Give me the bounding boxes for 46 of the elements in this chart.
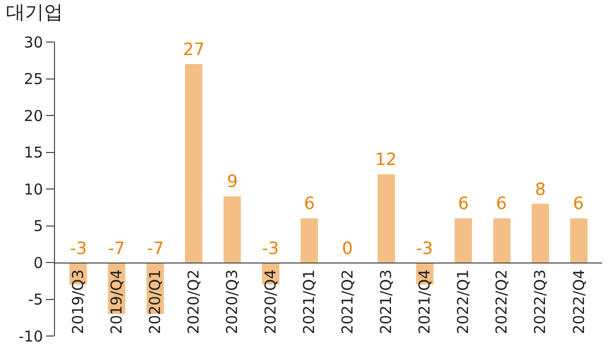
data-label: 6	[304, 194, 315, 214]
y-tick-label: 0	[33, 254, 43, 272]
chart-title: 대기업	[6, 2, 64, 24]
data-label: 6	[458, 194, 469, 214]
bar	[493, 218, 511, 262]
x-tick-label: 2020/Q3	[223, 270, 242, 334]
data-label: 12	[375, 150, 397, 170]
data-label: -3	[70, 239, 87, 259]
x-tick-label: 2020/Q2	[184, 270, 203, 334]
bar	[224, 196, 241, 262]
x-tick-label: 2021/Q2	[338, 270, 357, 334]
x-tick-label: 2020/Q4	[262, 270, 280, 334]
x-tick-label: 2021/Q3	[377, 270, 396, 334]
x-tick-label: 2019/Q3	[68, 270, 87, 334]
bar	[185, 64, 202, 262]
bar	[570, 218, 588, 262]
data-label: 6	[496, 194, 507, 214]
data-label: 9	[227, 172, 238, 192]
data-label: -7	[108, 239, 125, 259]
x-tick-label: 2021/Q4	[416, 270, 434, 334]
x-tick-label: 2019/Q4	[108, 270, 126, 334]
x-tick-label: 2020/Q1	[146, 270, 164, 334]
bar	[454, 218, 472, 262]
x-tick-label: 2022/Q2	[492, 270, 511, 334]
y-tick-label: 15	[24, 144, 43, 162]
bar	[300, 218, 318, 262]
y-tick-label: -10	[18, 327, 43, 346]
y-tick-label: 10	[24, 180, 43, 198]
x-tick-label: 2021/Q1	[300, 270, 318, 334]
x-tick-label: 2022/Q4	[570, 270, 588, 334]
data-label: -3	[416, 239, 433, 259]
data-label: 27	[183, 40, 205, 60]
data-label: -3	[262, 239, 279, 259]
bar	[532, 204, 550, 262]
data-label: 6	[573, 194, 584, 214]
bar	[378, 174, 395, 262]
data-label: 0	[342, 239, 353, 259]
y-tick-label: 25	[24, 70, 43, 88]
y-tick-label: 5	[33, 217, 43, 235]
y-tick-label: 20	[24, 106, 43, 125]
y-tick-label: 30	[24, 33, 43, 52]
x-tick-label: 2022/Q1	[454, 270, 472, 334]
x-tick-label: 2022/Q3	[531, 270, 550, 334]
data-label: 8	[535, 180, 546, 200]
data-label: -7	[147, 239, 164, 259]
y-tick-label: -5	[28, 290, 43, 308]
